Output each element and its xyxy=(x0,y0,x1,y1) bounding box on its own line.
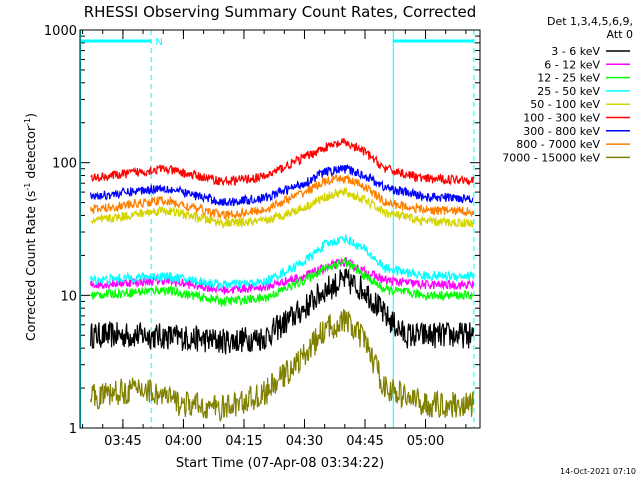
legend-label: 12 - 25 keV xyxy=(537,72,600,85)
x-axis-label: Start Time (07-Apr-08 03:34:22) xyxy=(176,456,384,471)
y-tick-label: 1000 xyxy=(44,24,77,39)
series-line xyxy=(90,186,474,229)
y-tick-label: 1 xyxy=(69,422,77,437)
legend-label: 25 - 50 keV xyxy=(537,85,600,98)
legend-label: 50 - 100 keV xyxy=(530,98,600,111)
series-line xyxy=(90,257,474,308)
legend-label: 300 - 800 keV xyxy=(523,125,600,138)
x-tick-label: 04:45 xyxy=(346,434,383,449)
legend-label: 800 - 7000 keV xyxy=(516,138,600,151)
series-line xyxy=(90,163,474,207)
chart-title: RHESSI Observing Summary Count Rates, Co… xyxy=(84,3,477,21)
y-axis-label-main: Corrected Count Rate (s xyxy=(23,191,38,341)
series-line xyxy=(90,173,474,221)
legend-label: 7000 - 15000 keV xyxy=(502,151,600,164)
footer-date: 14-Oct-2021 07:10 xyxy=(560,467,636,476)
legend-label: 6 - 12 keV xyxy=(544,58,600,71)
y-tick-label: 100 xyxy=(52,157,77,172)
series-line xyxy=(90,268,474,355)
x-tick-label: 04:30 xyxy=(286,434,323,449)
series-line xyxy=(90,138,474,187)
legend-header-line2: Att 0 xyxy=(607,28,633,41)
svg-text:Corrected Count Rate (s-1 dete: Corrected Count Rate (s-1 detector-1) xyxy=(23,113,38,341)
plot-area: 1 10 100 1000 03:45 04:00 04:15 04:30 04:45 05:00… xyxy=(44,24,481,449)
legend-label: 3 - 6 keV xyxy=(551,45,600,58)
plot-frame xyxy=(79,29,481,429)
x-tick-label: 03:45 xyxy=(104,434,141,449)
legend-header-line1: Det 1,3,4,5,6,9, xyxy=(547,15,633,28)
y-axis-label-mid: detector xyxy=(23,125,38,183)
y-axis-label-sup2: -1 xyxy=(23,118,32,126)
x-tick-label: 04:15 xyxy=(225,434,262,449)
y-axis-label-end: ) xyxy=(23,113,38,118)
x-tick-label: 05:00 xyxy=(407,434,444,449)
y-axis-label-sup1: -1 xyxy=(23,183,32,191)
series-line xyxy=(90,309,474,422)
legend-label: 100 - 300 keV xyxy=(523,112,600,125)
x-tick-label: 04:00 xyxy=(165,434,202,449)
y-tick-label: 10 xyxy=(60,289,77,304)
flag-label: N xyxy=(155,37,162,48)
y-axis-label: Corrected Count Rate (s-1 detector-1) xyxy=(23,113,38,341)
series-line xyxy=(90,234,474,290)
